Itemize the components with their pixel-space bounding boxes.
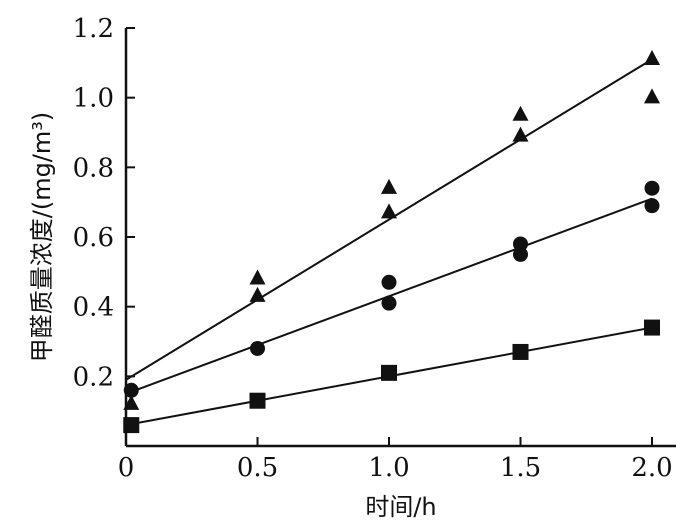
triangle-marker [512,126,529,142]
x-tick-label: 0 [118,453,135,483]
square-marker [512,343,529,360]
y-ticks: 0.2 0.4 0.6 0.8 1.0 1.2 [73,14,135,392]
y-tick-label: 0.6 [73,223,114,253]
x-tick-label: 1.5 [500,453,541,483]
y-axis-title: 甲醛质量浓度/(mg/m³) [28,112,56,363]
x-axis-title: 时间/h [365,493,436,521]
y-tick-label: 0.4 [73,293,114,323]
circle-marker [250,340,265,356]
square-marker [644,319,660,336]
markers [123,50,660,434]
circle-marker [513,236,528,252]
triangle-marker [381,203,397,219]
circle-marker [644,198,660,214]
y-tick-label: 1.0 [73,84,114,114]
square-marker [123,417,140,434]
y-tick-label: 0.8 [73,153,114,183]
triangle-marker [249,269,266,285]
triangle-marker [512,105,529,121]
fit-line-triangle [125,58,653,381]
triangle-marker [644,88,660,104]
square-marker [249,392,266,409]
square-marker [381,364,397,381]
triangle-marker [644,50,660,66]
x-tick-label: 1.0 [368,453,409,483]
x-tick-label: 0.5 [237,453,278,483]
triangle-marker [381,178,397,194]
circle-marker [123,382,139,398]
circle-marker [644,180,660,196]
circle-marker [381,274,397,290]
circle-marker [381,295,397,311]
x-ticks: 0 0.5 1.0 1.5 2.0 [118,437,673,483]
axes [124,28,676,448]
y-tick-label: 0.2 [73,362,114,392]
y-tick-label: 1.2 [73,14,114,44]
triangle-marker [249,286,266,302]
circle-marker [513,246,528,262]
triangle-marker [123,394,140,410]
x-tick-label: 2.0 [631,453,672,483]
